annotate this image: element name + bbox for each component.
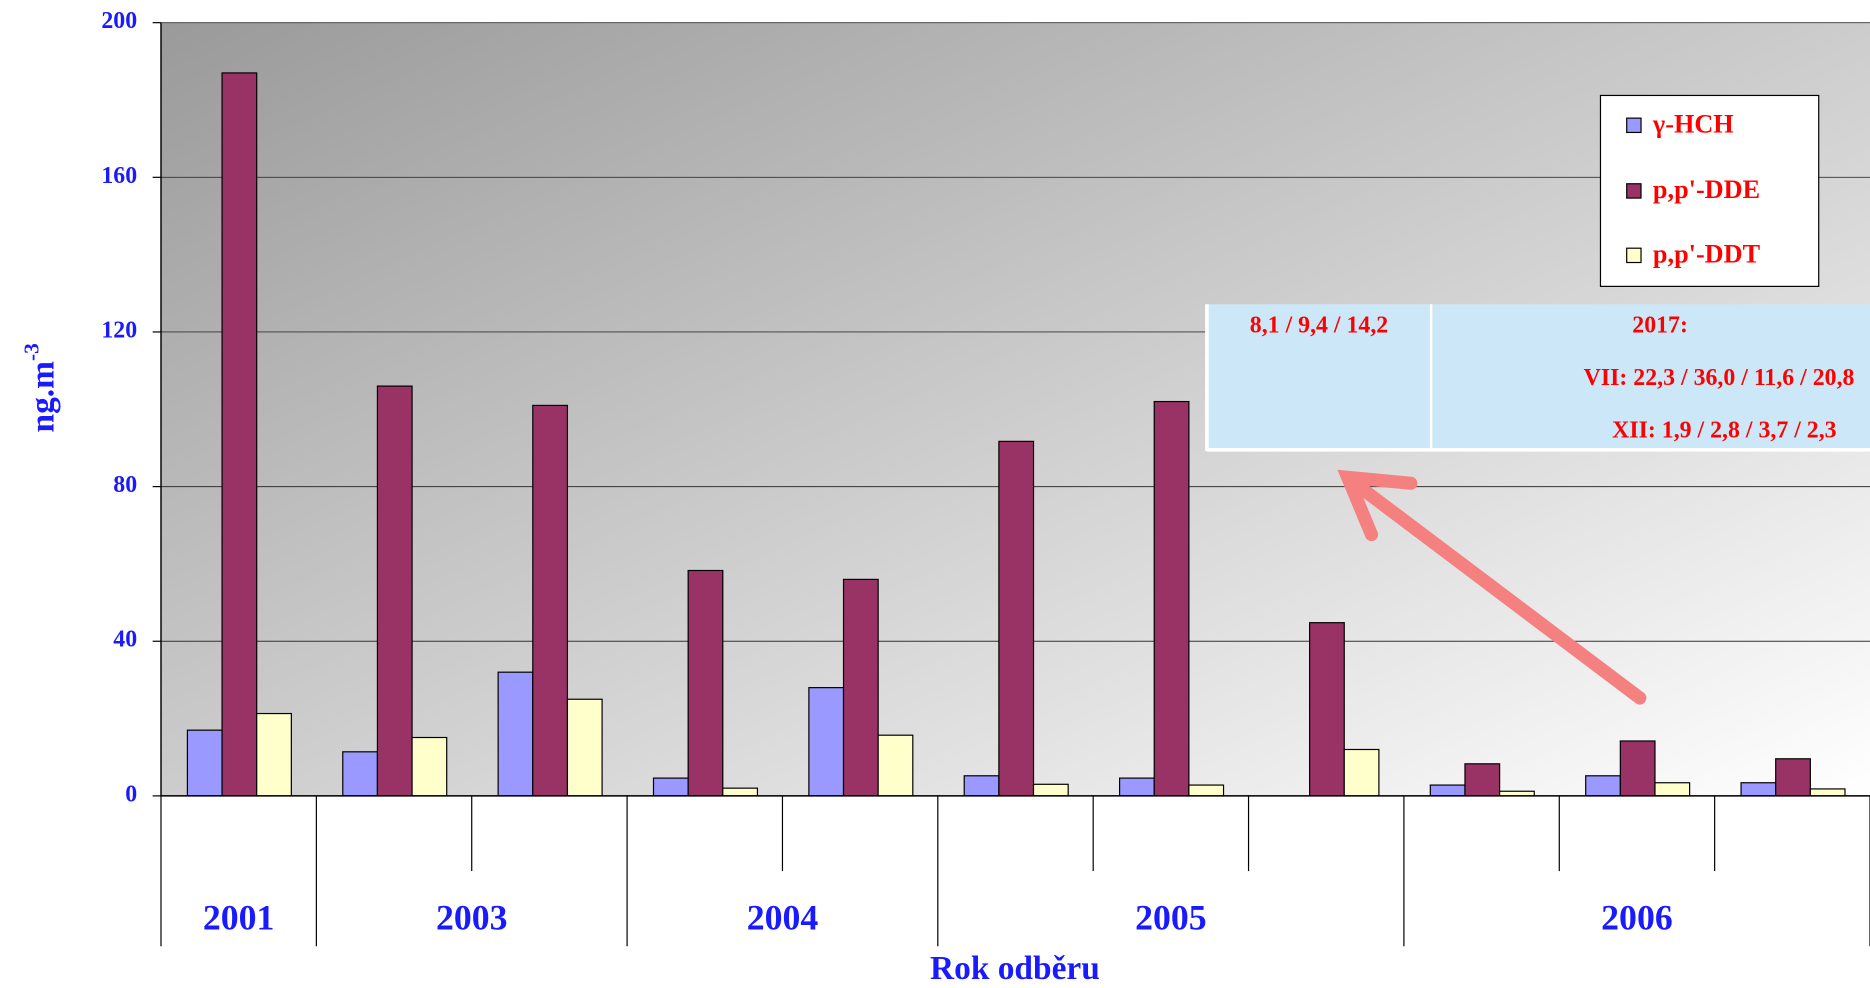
legend-label: p,p'-DDT <box>1653 240 1761 269</box>
x-group-label: 2004 <box>747 897 819 937</box>
bar <box>256 712 292 797</box>
annotation-left: 8,1 / 9,4 / 14,2 <box>1250 312 1388 338</box>
bar <box>376 385 413 797</box>
bar <box>722 787 759 797</box>
legend-label: γ-HCH <box>1652 109 1734 138</box>
bar <box>652 777 689 797</box>
bar <box>342 751 379 797</box>
y-axis-title-sup: -3 <box>19 343 43 361</box>
bar <box>1118 777 1155 797</box>
bar <box>1619 740 1656 797</box>
bar <box>532 404 569 797</box>
bar <box>1464 763 1501 797</box>
legend-swatch <box>1626 247 1642 264</box>
legend-label: p,p'-DDE <box>1653 175 1760 204</box>
y-axis-title: ng.m-3 <box>19 343 61 432</box>
bar <box>877 734 914 797</box>
annotation-line: VII: 22,3 / 36,0 / 11,6 / 20,8 <box>1584 365 1855 391</box>
bar <box>1740 782 1777 797</box>
y-axis-title-base: ng.m <box>24 361 61 433</box>
bar <box>497 671 534 797</box>
x-group-label: 2003 <box>436 897 508 937</box>
bar <box>1153 400 1190 797</box>
bar <box>808 687 845 797</box>
bar <box>687 569 724 797</box>
bar <box>1032 783 1069 797</box>
annotation-line: 2017: <box>1632 312 1688 338</box>
bar <box>1309 622 1345 797</box>
annotation-line: XII: 1,9 / 2,8 / 3,7 / 2,3 <box>1612 417 1837 443</box>
arrow-head <box>1337 469 1418 542</box>
y-tick-label: 40 <box>113 627 137 653</box>
y-tick-label: 200 <box>101 8 137 34</box>
bar <box>998 440 1035 797</box>
x-axis-title: Rok odběru <box>930 950 1100 987</box>
y-tick-label: 0 <box>125 781 137 807</box>
bar <box>1188 784 1225 797</box>
arrow-shaft <box>1343 473 1647 705</box>
annotation: 8,1 / 9,4 / 14,2 2017: VII: 22,3 / 36,0 … <box>1205 304 1870 452</box>
bar <box>1809 788 1846 797</box>
y-tick-label: 120 <box>101 317 137 343</box>
bar <box>1343 748 1380 797</box>
bars <box>186 72 1846 797</box>
bar <box>221 72 258 797</box>
bar <box>411 736 448 797</box>
bar <box>1654 782 1691 797</box>
x-group-label: 2001 <box>203 897 275 937</box>
annotation-box <box>1206 304 1870 452</box>
bar <box>186 729 223 797</box>
y-tick-label: 160 <box>101 163 137 189</box>
x-group-label: 2005 <box>1135 897 1207 937</box>
bar <box>842 578 879 797</box>
x-group-label: 2006 <box>1601 897 1673 937</box>
bar <box>1585 775 1621 797</box>
y-tick-label: 80 <box>113 472 137 498</box>
legend-swatch <box>1626 183 1642 199</box>
bar <box>1429 784 1466 797</box>
bar <box>1775 758 1811 797</box>
bar <box>963 775 1000 797</box>
arrow <box>1337 469 1647 705</box>
legend-swatch <box>1626 117 1642 134</box>
bar <box>566 698 603 797</box>
